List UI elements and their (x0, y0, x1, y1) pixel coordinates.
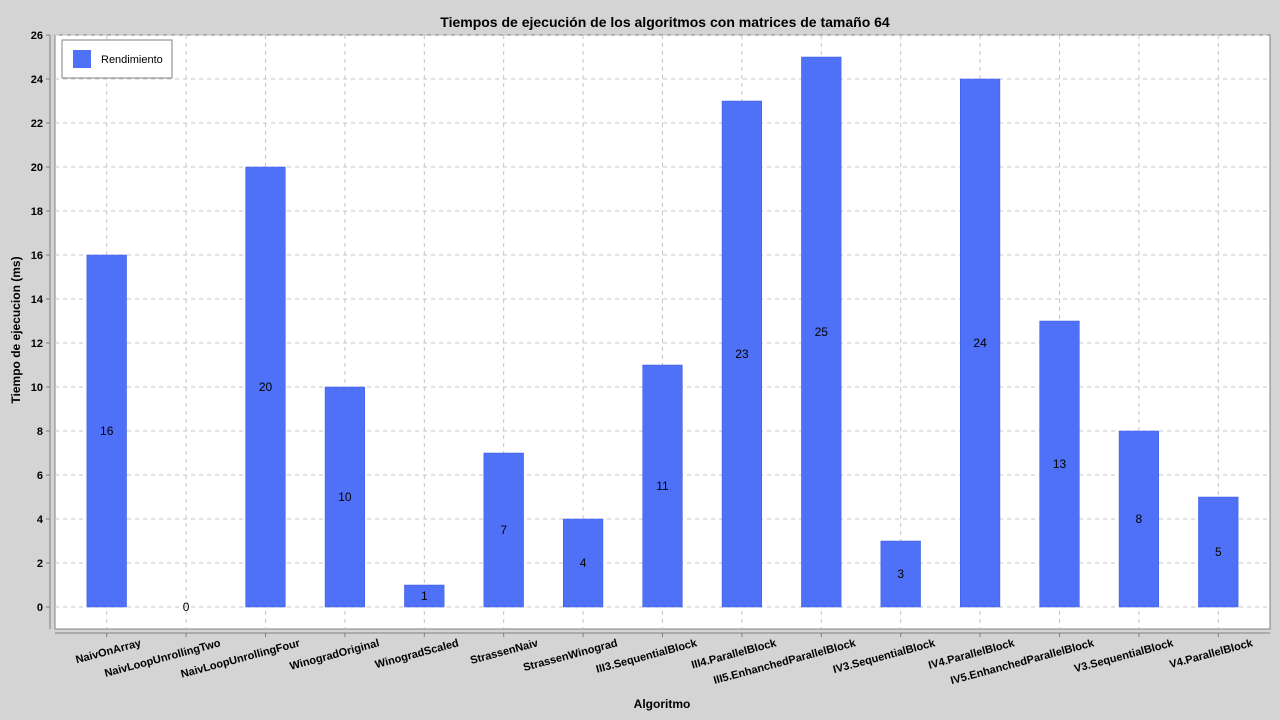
y-tick-label: 20 (31, 162, 43, 174)
bar-value-label: 5 (1215, 545, 1222, 559)
bar-value-label: 10 (338, 490, 352, 504)
bar-value-label: 11 (656, 479, 669, 493)
y-tick-label: 26 (31, 30, 43, 42)
y-tick-label: 0 (37, 602, 43, 614)
y-tick-label: 24 (31, 74, 44, 86)
bar-WinogradOriginal (324, 386, 365, 608)
y-tick-label: 18 (31, 206, 43, 218)
y-tick-label: 2 (37, 558, 43, 570)
bar-IV3.SequentialBlock (880, 540, 921, 608)
y-tick-label: 4 (37, 514, 44, 526)
y-axis-label: Tiempo de ejecucion (ms) (9, 256, 23, 403)
bar-V4.ParallelBlock (1198, 496, 1239, 608)
y-tick-label: 22 (31, 118, 43, 130)
x-tick-label: WinogradOriginal (289, 637, 381, 672)
legend: Rendimiento (61, 39, 173, 79)
bar-value-label: 4 (580, 556, 587, 570)
bar-value-label: 24 (973, 336, 987, 350)
x-tick-label: IV5.EnhanchedParallelBlock (949, 637, 1096, 687)
x-tick-label: WinogradScaled (374, 637, 460, 671)
bar-III5.EnhanchedParallelBlock (801, 56, 842, 608)
bar-value-label: 23 (735, 347, 749, 361)
x-axis-label: Algoritmo (634, 697, 691, 711)
bar-value-label: 0 (183, 600, 190, 614)
x-axis-ticks: NaivOnArrayNaivLoopUnrollingTwoNaivLoopU… (74, 633, 1255, 687)
bar-value-label: 25 (815, 325, 829, 339)
bar-IV5.EnhanchedParallelBlock (1039, 320, 1080, 608)
y-tick-label: 6 (37, 470, 43, 482)
bar-WinogradScaled (404, 584, 445, 608)
y-tick-label: 12 (31, 338, 43, 350)
legend-box (61, 39, 173, 79)
bar-value-labels: 16 0 20 10 1 7 4 11 23 25 3 24 13 8 5 (100, 325, 1222, 614)
bar-value-label: 13 (1053, 457, 1067, 471)
legend-entry-rendimiento: Rendimiento (101, 54, 163, 66)
bar-IV4.ParallelBlock (960, 78, 1001, 608)
bars (86, 56, 1239, 608)
bar-V3.SequentialBlock (1118, 430, 1160, 608)
legend-swatch (73, 50, 91, 68)
bar-value-label: 7 (500, 523, 507, 537)
bar-III3.SequentialBlock (642, 364, 683, 608)
bar-value-label: 8 (1136, 512, 1143, 526)
y-tick-label: 10 (31, 382, 43, 394)
x-tick-label: V4.ParallelBlock (1168, 637, 1255, 671)
bar-NaivLoopUnrollingFour (245, 166, 286, 608)
y-tick-label: 14 (31, 294, 44, 306)
bar-StrassenWinograd (563, 518, 604, 608)
bar-value-label: 16 (100, 424, 114, 438)
bar-NaivOnArray (86, 254, 127, 608)
bar-III4.ParallelBlock (721, 100, 762, 608)
y-tick-label: 8 (37, 426, 43, 438)
bar-value-label: 3 (897, 567, 904, 581)
bar-value-label: 20 (259, 380, 273, 394)
chart-title: Tiempos de ejecución de los algoritmos c… (440, 14, 890, 30)
bar-value-label: 1 (421, 589, 428, 603)
y-tick-label: 16 (31, 250, 43, 262)
x-tick-label: III5.EnhanchedParallelBlock (712, 637, 858, 687)
bar-StrassenNaiv (483, 452, 524, 608)
